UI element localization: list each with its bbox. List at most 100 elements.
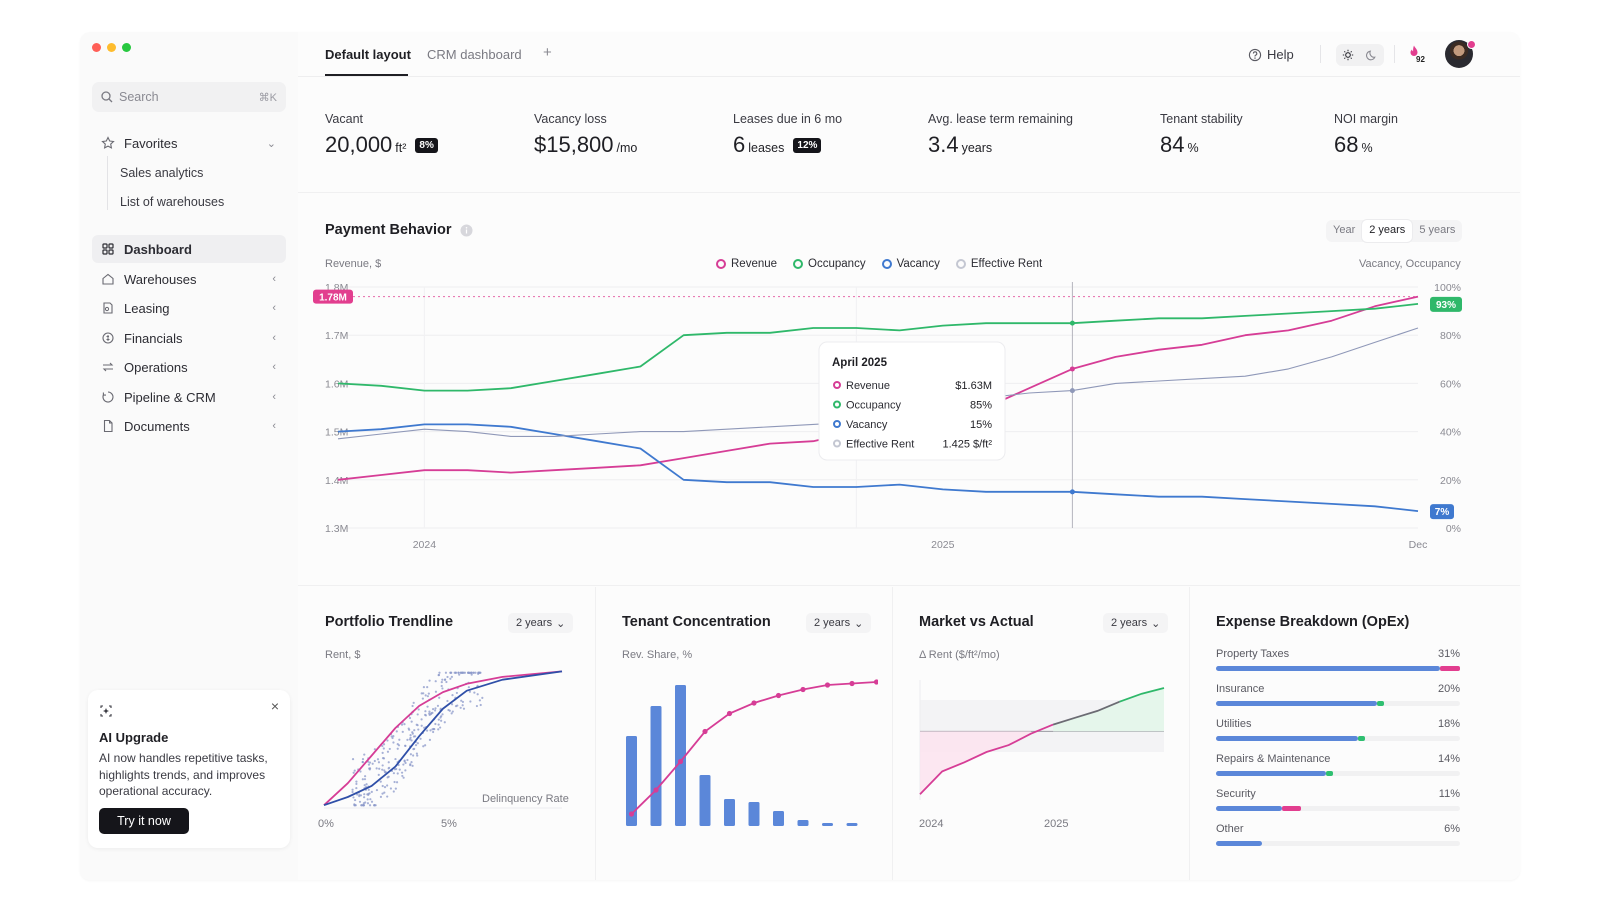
theme-toggle[interactable] — [1336, 44, 1384, 66]
scatter-point — [392, 772, 395, 775]
notification-count: 92 — [1416, 55, 1425, 64]
range-5-years[interactable]: 5 years — [1419, 224, 1456, 236]
close-icon[interactable]: × — [270, 698, 279, 714]
scatter-point — [351, 758, 355, 761]
range-year[interactable]: Year — [1333, 224, 1356, 236]
expense-track — [1216, 701, 1460, 706]
scatter-point — [461, 671, 464, 674]
expense-percent: 14% — [1437, 753, 1460, 765]
window-controls — [92, 43, 131, 52]
scatter-point — [441, 678, 444, 681]
scatter-point — [359, 794, 363, 797]
info-icon[interactable] — [460, 224, 473, 242]
kpi-label: Tenant stability — [1160, 112, 1243, 126]
y-tick-label: 1.5M — [325, 427, 348, 439]
favorite-list-of-warehouses[interactable]: List of warehouses — [120, 195, 225, 209]
hover-point — [1069, 388, 1075, 394]
kpi-noi-margin: NOI margin 68% — [1334, 112, 1398, 158]
favorite-sales-analytics[interactable]: Sales analytics — [120, 166, 204, 180]
close-window-button[interactable] — [92, 43, 101, 52]
expense-item: Property Taxes 31% — [1216, 648, 1460, 671]
scatter-point — [458, 673, 461, 676]
help-button[interactable]: Help — [1248, 47, 1294, 62]
notifications-button[interactable]: 92 — [1406, 44, 1428, 66]
sidebar-item-pipeline-crm[interactable]: Pipeline & CRM ‹ — [92, 383, 286, 411]
y2-tick-label: 60% — [1440, 378, 1461, 390]
cumulative-point — [775, 692, 782, 699]
scatter-point — [403, 760, 406, 763]
trend-curve-0 — [323, 670, 563, 806]
scatter-point — [373, 804, 376, 807]
ai-card-description: AI now handles repetitive tasks, highlig… — [99, 751, 268, 798]
scatter-point — [416, 724, 419, 727]
legend-revenue[interactable]: Revenue — [716, 258, 777, 270]
cumulative-point — [824, 682, 831, 688]
sidebar-item-dashboard[interactable]: Dashboard — [92, 235, 286, 263]
expense-item: Utilities 18% — [1216, 718, 1460, 741]
scatter-point — [410, 720, 413, 723]
scatter-point — [457, 671, 460, 674]
sidebar-item-documents[interactable]: Documents ‹ — [92, 412, 286, 440]
sidebar-item-warehouses[interactable]: Warehouses ‹ — [92, 265, 286, 293]
scatter-point — [377, 761, 381, 764]
cumulative-point — [677, 758, 684, 765]
actual-line-mid — [1052, 700, 1120, 726]
maximize-window-button[interactable] — [122, 43, 131, 52]
portfolio-range-dropdown[interactable]: 2 years ⌄ — [508, 613, 574, 633]
tooltip-series-name: Occupancy — [846, 400, 902, 412]
scatter-point — [420, 724, 423, 727]
scatter-point — [473, 691, 476, 694]
range-2-years[interactable]: 2 years — [1362, 220, 1413, 242]
portfolio-trendline-chart[interactable] — [318, 660, 578, 830]
kpi-badge: 12% — [793, 137, 822, 153]
scatter-point — [409, 736, 412, 739]
sidebar-item-leasing[interactable]: Leasing ‹ — [92, 294, 286, 322]
add-tab-button[interactable]: + — [543, 44, 552, 61]
market-range-dropdown[interactable]: 2 years ⌄ — [1103, 613, 1169, 633]
tenant-concentration-chart[interactable] — [618, 660, 878, 830]
legend-occupancy[interactable]: Occupancy — [793, 258, 866, 270]
sun-icon[interactable] — [1342, 49, 1354, 61]
scatter-point — [450, 712, 453, 715]
moon-icon[interactable] — [1366, 49, 1378, 61]
bar — [650, 706, 662, 826]
scatter-point — [449, 671, 452, 674]
kpi-leases-due: Leases due in 6 mo 6 leases 12% — [733, 112, 842, 158]
scatter-point — [437, 673, 440, 677]
scatter-point — [398, 768, 401, 771]
scatter-point — [353, 769, 356, 772]
hover-point — [1069, 366, 1075, 372]
minimize-window-button[interactable] — [107, 43, 116, 52]
expense-label: Utilities — [1216, 718, 1252, 730]
scatter-point — [420, 692, 423, 695]
scatter-point — [409, 733, 412, 737]
tab-default-layout[interactable]: Default layout — [325, 47, 411, 62]
kpi-label: Vacancy loss — [534, 112, 607, 126]
sidebar-item-operations[interactable]: Operations ‹ — [92, 353, 286, 381]
sidebar-item-financials[interactable]: Financials ‹ — [92, 324, 286, 352]
legend-effective-rent[interactable]: Effective Rent — [955, 258, 1042, 270]
sidebar-item-label: Documents — [124, 418, 190, 434]
search-input[interactable]: Search ⌘K — [92, 82, 286, 112]
scatter-point — [434, 680, 437, 683]
expense-label: Property Taxes — [1216, 648, 1290, 660]
tenant-range-dropdown[interactable]: 2 years ⌄ — [806, 613, 872, 633]
x-tick: 5% — [441, 818, 457, 830]
scatter-point — [371, 762, 374, 765]
scatter-point — [369, 798, 372, 801]
tab-crm-dashboard[interactable]: CRM dashboard — [427, 47, 522, 62]
scatter-point — [395, 767, 398, 771]
y2-tick-label: 100% — [1434, 282, 1461, 294]
favorites-section[interactable]: Favorites ⌄ — [92, 129, 286, 157]
kpi-value: 20,000 — [325, 132, 393, 157]
payment-behavior-chart[interactable]: 1.3M1.4M1.5M1.6M1.7M1.8M0%20%40%60%80%10… — [298, 272, 1520, 562]
chevron-down-icon: ⌄ — [1151, 617, 1161, 630]
scatter-point — [402, 763, 405, 766]
scatter-point — [402, 776, 405, 779]
market-vs-actual-chart[interactable] — [916, 660, 1168, 810]
legend-vacancy[interactable]: Vacancy — [881, 258, 940, 270]
kpi-vacant: Vacant 20,000 ft² 8% — [325, 112, 438, 158]
scatter-point — [426, 705, 429, 708]
scatter-point — [401, 730, 404, 733]
try-it-now-button[interactable]: Try it now — [99, 808, 189, 834]
